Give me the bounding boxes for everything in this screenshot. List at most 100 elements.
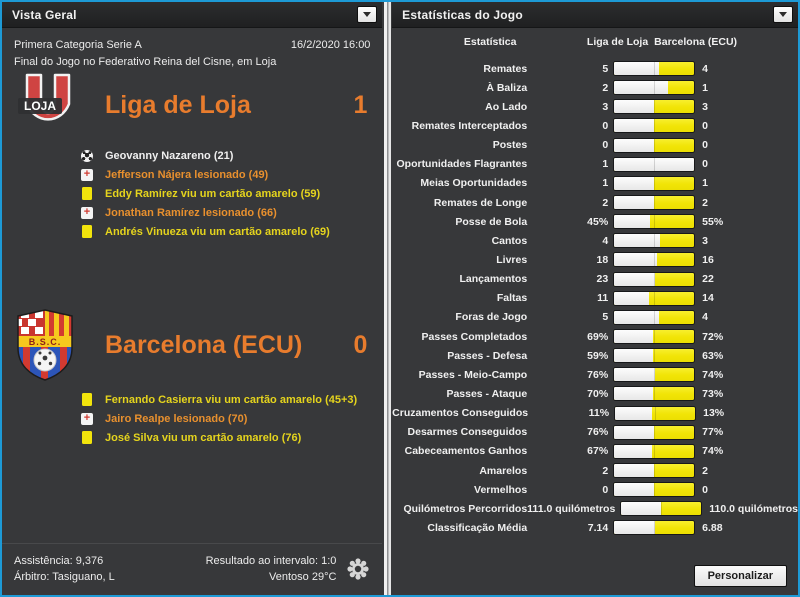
stat-label: Passes Completados	[421, 330, 528, 343]
stat-row: Quilómetros Percorridos 111.0 quilómetro…	[392, 499, 798, 518]
stat-row: Classificação Média 7.14 6.88	[392, 518, 798, 537]
stat-label: Vermelhos	[474, 483, 528, 496]
stat-comparison-bar	[613, 61, 696, 77]
stat-away-value: 74%	[702, 368, 724, 381]
event-text[interactable]: Fernando Casierra viu um cartão amarelo …	[105, 393, 358, 406]
stat-home-value: 11%	[588, 407, 610, 420]
stat-comparison-bar	[613, 424, 696, 440]
home-bar-segment	[614, 310, 659, 324]
stat-home-value: 1	[602, 177, 609, 190]
home-bar-segment	[614, 100, 655, 114]
event-icon-slot	[80, 206, 94, 219]
stat-away-value: 4	[702, 311, 709, 324]
stat-away-value: 73%	[702, 387, 724, 400]
match-event-row: Jairo Realpe lesionado (70)	[80, 409, 367, 428]
bar-midline	[661, 502, 663, 516]
stat-comparison-bar	[613, 80, 696, 96]
stat-row: Posse de Bola 45% 55%	[392, 212, 798, 231]
home-bar-segment	[614, 272, 656, 286]
home-bar-segment	[614, 62, 659, 76]
stat-label: Cruzamentos Conseguidos	[392, 407, 529, 420]
stat-label: Passes - Defesa	[447, 349, 528, 362]
stat-home-value: 4	[602, 234, 609, 247]
bar-midline	[654, 253, 656, 267]
event-text[interactable]: Jonathan Ramírez lesionado (66)	[105, 206, 277, 219]
bar-midline	[654, 330, 656, 344]
stat-away-value: 0	[702, 119, 709, 132]
goal-icon	[81, 149, 93, 162]
event-icon-slot	[80, 168, 94, 181]
stat-row: Amarelos 2 2	[392, 461, 798, 480]
stat-away-value: 74%	[702, 445, 724, 458]
stat-away-value: 13%	[703, 407, 725, 420]
home-bar-segment	[614, 444, 653, 458]
event-text[interactable]: Geovanny Nazareno (21)	[105, 149, 234, 162]
chevron-down-icon	[363, 12, 372, 17]
stats-table: Remates 5 4 À Baliza 2 1 Ao Lado 3 3 Rem…	[392, 59, 798, 538]
event-text[interactable]: Andrés Vinueza viu um cartão amarelo (69…	[105, 225, 330, 238]
overview-panel-title: Vista Geral	[12, 7, 77, 22]
panel-splitter[interactable]	[382, 2, 393, 595]
stat-comparison-bar	[613, 386, 696, 402]
stat-comparison-bar	[613, 156, 696, 172]
match-event-row: José Silva viu um cartão amarelo (76)	[80, 428, 367, 447]
bar-midline	[654, 138, 656, 152]
home-bar-segment	[615, 406, 652, 420]
stat-away-value: 4	[702, 62, 709, 75]
stat-comparison-bar	[613, 214, 696, 230]
home-bar-segment	[614, 215, 651, 229]
stat-comparison-bar	[613, 99, 696, 115]
stat-label: Remates de Longe	[433, 196, 528, 209]
stat-column-header: Estatística	[463, 36, 517, 48]
bar-midline	[654, 119, 656, 133]
event-text[interactable]: Eddy Ramírez viu um cartão amarelo (59)	[105, 187, 321, 200]
home-team-name[interactable]: Liga de Loja	[105, 90, 251, 119]
stat-row: Foras de Jogo 5 4	[392, 308, 798, 327]
chevron-down-icon	[779, 12, 787, 17]
bar-midline	[654, 425, 656, 439]
stat-away-value: 3	[702, 100, 709, 113]
stat-row: Passes Completados 69% 72%	[392, 327, 798, 346]
match-event-row: Fernando Casierra viu um cartão amarelo …	[80, 390, 367, 409]
event-icon-slot	[80, 149, 94, 162]
bar-midline	[654, 272, 656, 286]
stat-away-value: 14	[702, 292, 714, 305]
stats-panel-menu-button[interactable]	[773, 6, 793, 23]
stat-label: À Baliza	[486, 81, 528, 94]
personalize-button[interactable]: Personalizar	[693, 565, 787, 587]
home-team-events: Geovanny Nazareno (21) Jefferson Nájera …	[80, 146, 367, 241]
stat-away-value: 72%	[702, 330, 724, 343]
stat-comparison-bar	[613, 309, 696, 325]
stat-row: Cruzamentos Conseguidos 11% 13%	[392, 404, 798, 423]
weather-text: Ventoso 29°C	[269, 571, 337, 583]
stat-comparison-bar	[613, 329, 696, 345]
stat-label: Foras de Jogo	[455, 311, 528, 324]
bar-midline	[654, 349, 656, 363]
event-text[interactable]: Jefferson Nájera lesionado (49)	[105, 168, 269, 181]
stat-comparison-bar	[613, 175, 696, 191]
bar-midline	[654, 464, 656, 478]
bar-midline	[654, 310, 656, 324]
stat-home-value: 2	[602, 464, 609, 477]
stat-home-value: 69%	[587, 330, 609, 343]
stat-away-value: 77%	[702, 426, 724, 439]
bar-midline	[654, 62, 656, 76]
away-team-name[interactable]: Barcelona (ECU)	[105, 330, 303, 359]
stat-label: Quilómetros Percorridos	[403, 502, 528, 515]
stat-label: Meias Oportunidades	[420, 177, 528, 190]
stat-label: Desarmes Conseguidos	[407, 426, 528, 439]
stat-comparison-bar	[613, 290, 696, 306]
competition-name: Primera Categoria Serie A	[14, 39, 142, 51]
overview-panel-menu-button[interactable]	[357, 6, 378, 23]
stat-label: Amarelos	[479, 464, 528, 477]
home-bar-segment	[614, 234, 660, 248]
bar-midline	[654, 444, 656, 458]
home-bar-segment	[614, 81, 668, 95]
stat-row: Postes 0 0	[392, 136, 798, 155]
event-text[interactable]: Jairo Realpe lesionado (70)	[105, 412, 248, 425]
event-text[interactable]: José Silva viu um cartão amarelo (76)	[105, 431, 302, 444]
stat-home-value: 3	[602, 100, 609, 113]
stat-comparison-bar	[620, 501, 703, 517]
home-bar-segment	[614, 483, 655, 497]
home-team-logo: LOJA	[15, 72, 80, 138]
